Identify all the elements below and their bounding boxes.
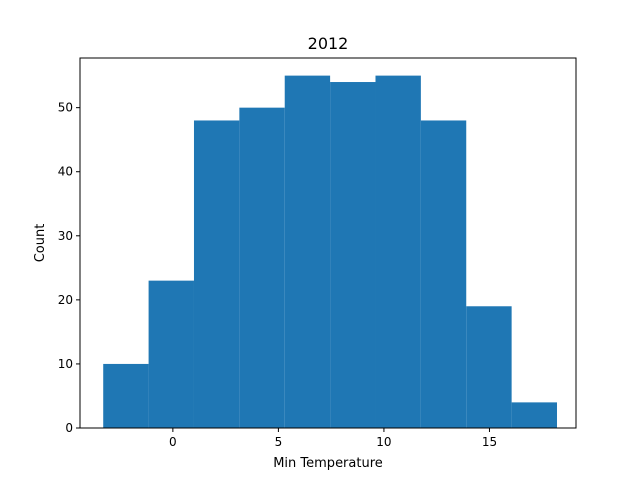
histogram-bar	[375, 75, 421, 428]
y-tick-label: 30	[58, 229, 73, 243]
histogram-bar	[148, 280, 194, 428]
plot-area-frame	[79, 57, 577, 429]
y-tick-label: 40	[58, 165, 73, 179]
x-axis-ticks: 0 5 10 15	[169, 428, 497, 449]
chart-title: 2012	[308, 34, 349, 53]
histogram-bar	[239, 107, 285, 428]
histogram-bar	[420, 120, 467, 428]
x-axis-label: Min Temperature	[273, 456, 383, 471]
histogram-bar	[330, 82, 376, 428]
histogram-bar	[466, 306, 512, 428]
x-tick-label: 0	[169, 435, 177, 449]
y-tick-label: 0	[65, 421, 73, 435]
histogram-bar	[284, 75, 331, 428]
histogram-bar	[103, 363, 149, 428]
y-tick-label: 50	[58, 101, 73, 115]
x-tick-label: 5	[275, 435, 283, 449]
x-tick-label: 15	[482, 435, 497, 449]
y-axis-ticks: 0 10 20 30 40 50	[58, 101, 80, 435]
x-tick-label: 10	[376, 435, 391, 449]
histogram-bars	[103, 75, 558, 428]
y-tick-label: 10	[58, 357, 73, 371]
histogram-bar	[511, 402, 558, 428]
y-axis-label: Count	[33, 224, 48, 263]
y-tick-label: 20	[58, 293, 73, 307]
histogram-bar	[193, 120, 240, 428]
